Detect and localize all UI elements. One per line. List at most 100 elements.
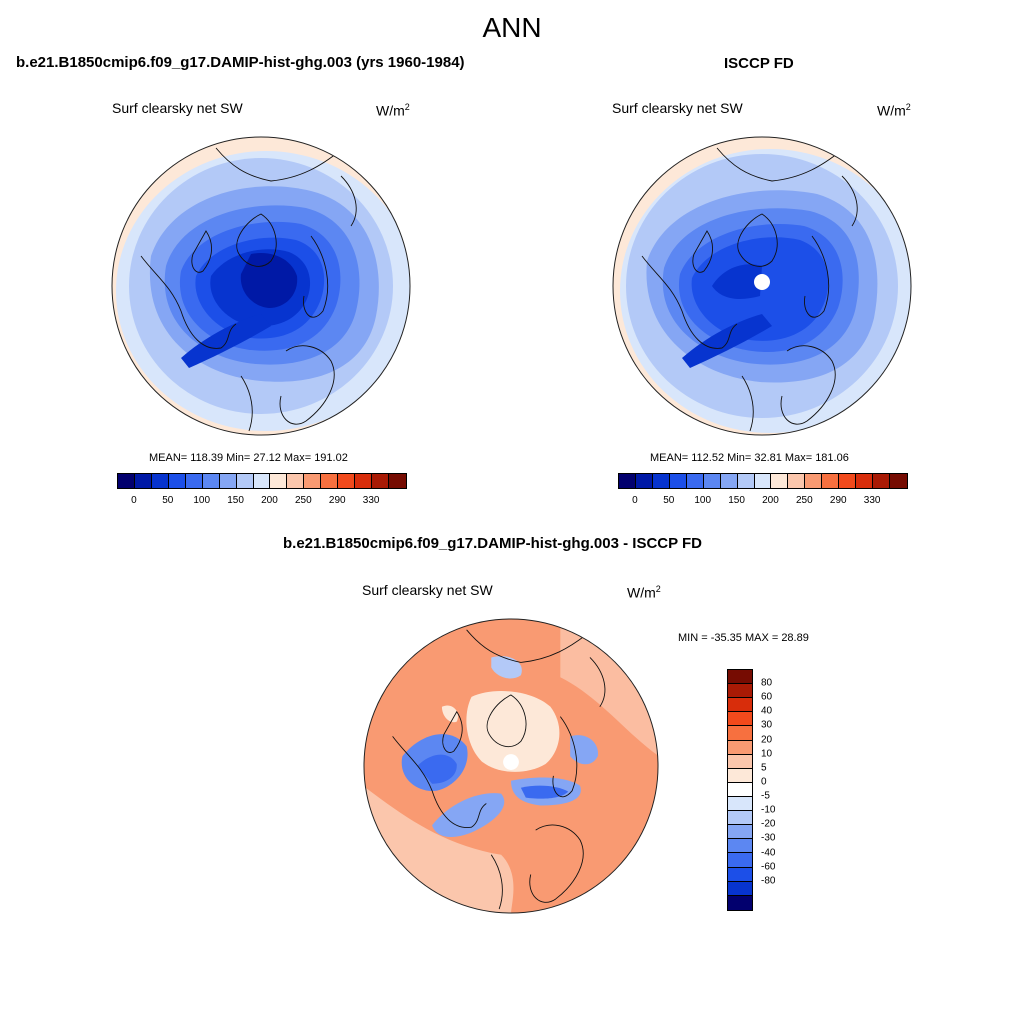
colorbar-tick-label: 250: [295, 495, 312, 506]
colorbar-tick-label: -30: [761, 832, 776, 844]
colorbar-swatch: [856, 474, 874, 488]
colorbar-tick-label: 10: [761, 748, 773, 760]
colorbar-tick-label: 80: [761, 677, 773, 689]
colorbar-tick-label: 50: [162, 495, 174, 506]
colorbar-swatch: [839, 474, 857, 488]
colorbar-swatch: [389, 474, 406, 488]
colorbar-swatch: [728, 895, 752, 910]
colorbar-swatch: [728, 712, 752, 727]
colorbar-tick-label: 5: [761, 762, 767, 774]
model-polar-map: [111, 136, 411, 436]
obs-polar-map: [612, 136, 912, 436]
colorbar-swatch: [202, 474, 220, 488]
colorbar-tick-label: 60: [761, 691, 773, 703]
obs-colorbar: [618, 473, 908, 489]
colorbar-tick-label: 40: [761, 705, 773, 717]
colorbar-swatch: [372, 474, 389, 488]
model-panel-title: b.e21.B1850cmip6.f09_g17.DAMIP-hist-ghg.…: [16, 54, 465, 71]
colorbar-swatch: [669, 474, 687, 488]
colorbar-tick-label: 150: [227, 495, 244, 506]
colorbar-swatch: [728, 768, 752, 783]
colorbar-swatch: [686, 474, 704, 488]
colorbar-swatch: [728, 698, 752, 713]
colorbar-tick-label: 20: [761, 734, 773, 746]
model-variable-label: Surf clearsky net SW: [112, 100, 243, 116]
diff-panel-title: b.e21.B1850cmip6.f09_g17.DAMIP-hist-ghg.…: [283, 535, 703, 552]
colorbar-tick-label: 0: [632, 495, 638, 506]
colorbar-tick-label: 0: [761, 776, 767, 788]
model-stats-label: MEAN= 118.39 Min= 27.12 Max= 191.02: [149, 452, 348, 464]
colorbar-swatch: [219, 474, 237, 488]
map-boundary: [111, 136, 411, 436]
diff-units-label: W/m2: [627, 584, 661, 601]
colorbar-swatch: [728, 881, 752, 896]
colorbar-tick-label: 330: [863, 495, 881, 506]
colorbar-tick-label: 290: [328, 495, 346, 506]
colorbar-swatch: [728, 670, 752, 685]
model-colorbar: [117, 473, 407, 489]
colorbar-swatch: [805, 474, 823, 488]
colorbar-swatch: [635, 474, 653, 488]
colorbar-swatch: [168, 474, 186, 488]
colorbar-swatch: [771, 474, 789, 488]
diff-variable-label: Surf clearsky net SW: [362, 582, 493, 598]
diff-colorbar-ticks: 80 60 40 30 20 10 5 0 -5 -10 -20 -30 -40 -60 -80: [761, 669, 801, 911]
colorbar-swatch: [338, 474, 356, 488]
colorbar-swatch: [118, 474, 135, 488]
colorbar-swatch: [728, 740, 752, 755]
colorbar-swatch: [304, 474, 322, 488]
colorbar-tick-label: 200: [261, 495, 278, 506]
diff-polar-map: [363, 618, 659, 914]
colorbar-swatch: [703, 474, 721, 488]
colorbar-swatch: [720, 474, 738, 488]
colorbar-swatch: [728, 853, 752, 868]
colorbar-swatch: [728, 811, 752, 826]
colorbar-swatch: [185, 474, 203, 488]
colorbar-tick-label: 330: [362, 495, 380, 506]
colorbar-tick-label: 150: [728, 495, 745, 506]
model-units-label: W/m2: [376, 102, 410, 119]
colorbar-swatch: [822, 474, 840, 488]
colorbar-tick-label: 50: [663, 495, 675, 506]
colorbar-swatch: [321, 474, 339, 488]
obs-stats-label: MEAN= 112.52 Min= 32.81 Max= 181.06: [650, 452, 849, 464]
colorbar-swatch: [728, 796, 752, 812]
colorbar-swatch: [728, 782, 752, 797]
obs-units-label: W/m2: [877, 102, 911, 119]
colorbar-swatch: [253, 474, 271, 488]
colorbar-swatch: [728, 726, 752, 741]
colorbar-swatch: [151, 474, 169, 488]
colorbar-swatch: [728, 825, 752, 840]
colorbar-swatch: [236, 474, 254, 488]
colorbar-swatch: [728, 684, 752, 699]
coastline-outlines: [140, 147, 357, 432]
colorbar-swatch: [728, 867, 752, 882]
colorbar-swatch: [270, 474, 288, 488]
colorbar-tick-label: -60: [761, 861, 776, 873]
colorbar-swatch: [890, 474, 907, 488]
page-title: ANN: [482, 12, 542, 43]
colorbar-swatch: [134, 474, 152, 488]
polar-missing-data-hole: [754, 274, 770, 290]
colorbar-tick-label: 30: [761, 719, 773, 731]
colorbar-swatch: [873, 474, 890, 488]
obs-panel-title: ISCCP FD: [724, 55, 794, 72]
obs-colorbar-ticks: 0 50 100 150 200 250 290 330: [618, 495, 906, 509]
colorbar-tick-label: -10: [761, 804, 776, 816]
colorbar-tick-label: 0: [131, 495, 137, 506]
colorbar-tick-label: 200: [762, 495, 779, 506]
model-colorbar-ticks: 0 50 100 150 200 250 290 330: [117, 495, 405, 509]
colorbar-tick-label: -20: [761, 818, 776, 830]
colorbar-swatch: [728, 754, 752, 769]
colorbar-tick-label: -40: [761, 847, 776, 859]
colorbar-tick-label: -5: [761, 790, 770, 802]
colorbar-swatch: [355, 474, 373, 488]
colorbar-swatch: [737, 474, 755, 488]
colorbar-tick-label: 250: [796, 495, 813, 506]
colorbar-tick-label: 100: [694, 495, 712, 506]
colorbar-tick-label: -80: [761, 875, 776, 887]
colorbar-swatch: [287, 474, 305, 488]
colorbar-tick-label: 290: [829, 495, 847, 506]
colorbar-swatch: [728, 839, 752, 854]
obs-variable-label: Surf clearsky net SW: [612, 100, 743, 116]
